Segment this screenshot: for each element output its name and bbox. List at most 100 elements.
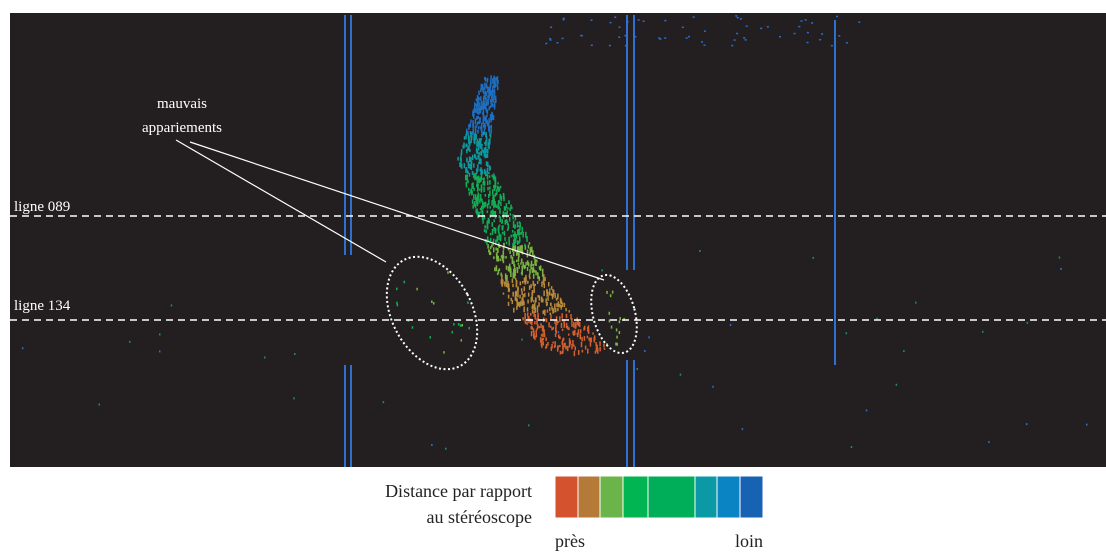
point — [500, 202, 502, 206]
point — [527, 312, 529, 316]
point — [571, 318, 573, 323]
point — [584, 326, 586, 330]
point — [496, 190, 498, 196]
point — [473, 188, 475, 191]
point — [452, 331, 454, 334]
point — [524, 293, 526, 297]
point — [491, 244, 493, 247]
point — [525, 278, 527, 282]
point — [494, 78, 496, 82]
point — [541, 340, 543, 342]
point — [637, 368, 639, 370]
point — [561, 313, 563, 318]
point — [484, 93, 486, 98]
point — [682, 27, 684, 29]
point — [487, 109, 489, 114]
point — [510, 255, 512, 259]
point — [510, 213, 512, 215]
point — [522, 296, 524, 301]
point — [478, 126, 480, 129]
point — [556, 303, 558, 307]
point — [704, 30, 706, 32]
point — [498, 226, 500, 228]
point — [485, 230, 487, 234]
point — [737, 17, 739, 19]
point — [549, 38, 551, 40]
point — [534, 303, 536, 308]
point — [493, 247, 495, 252]
point — [457, 157, 459, 161]
point — [614, 16, 616, 18]
point — [508, 302, 510, 306]
point — [550, 27, 552, 29]
point — [493, 94, 495, 100]
point — [475, 119, 477, 125]
point — [491, 125, 493, 129]
point — [800, 20, 802, 22]
point — [509, 240, 511, 245]
point — [493, 185, 495, 188]
point — [746, 25, 748, 27]
legend-near: près — [555, 531, 585, 551]
point — [529, 242, 531, 245]
point — [807, 42, 809, 44]
point — [518, 253, 520, 257]
point — [466, 159, 468, 162]
point — [571, 344, 573, 349]
point — [485, 115, 487, 120]
point — [521, 267, 523, 270]
point — [563, 19, 565, 21]
point — [591, 45, 593, 47]
point — [471, 184, 473, 189]
point — [483, 114, 485, 119]
point — [539, 326, 541, 328]
point — [485, 194, 487, 197]
point — [493, 173, 495, 176]
point — [471, 136, 473, 139]
point — [611, 326, 613, 329]
point — [496, 77, 498, 80]
point — [478, 121, 480, 123]
point — [520, 262, 522, 264]
point — [543, 310, 545, 314]
point — [568, 334, 570, 336]
point — [537, 281, 539, 284]
point — [734, 39, 736, 41]
point — [490, 84, 492, 88]
point — [465, 134, 467, 139]
point — [587, 349, 589, 354]
point — [561, 323, 563, 328]
point — [528, 293, 530, 297]
point — [494, 101, 496, 107]
point — [517, 240, 519, 245]
point — [532, 309, 534, 313]
point — [551, 347, 553, 351]
point — [481, 206, 483, 211]
point — [475, 204, 477, 209]
point — [489, 180, 491, 185]
point — [465, 175, 467, 181]
point — [498, 234, 500, 237]
point — [487, 210, 489, 213]
point — [903, 350, 905, 352]
point — [483, 103, 485, 109]
point — [544, 283, 546, 288]
point — [458, 323, 460, 326]
point — [487, 174, 489, 180]
point — [532, 297, 534, 301]
point — [585, 346, 587, 350]
point — [537, 295, 539, 298]
point — [619, 26, 621, 28]
point — [533, 328, 535, 332]
point — [487, 236, 489, 239]
point — [489, 130, 491, 133]
point — [509, 288, 511, 292]
point — [470, 164, 472, 169]
point — [609, 45, 611, 47]
point — [846, 42, 848, 44]
point — [526, 236, 528, 242]
point — [479, 102, 481, 107]
point — [477, 130, 479, 134]
point — [503, 261, 505, 263]
color-scale — [555, 476, 763, 518]
